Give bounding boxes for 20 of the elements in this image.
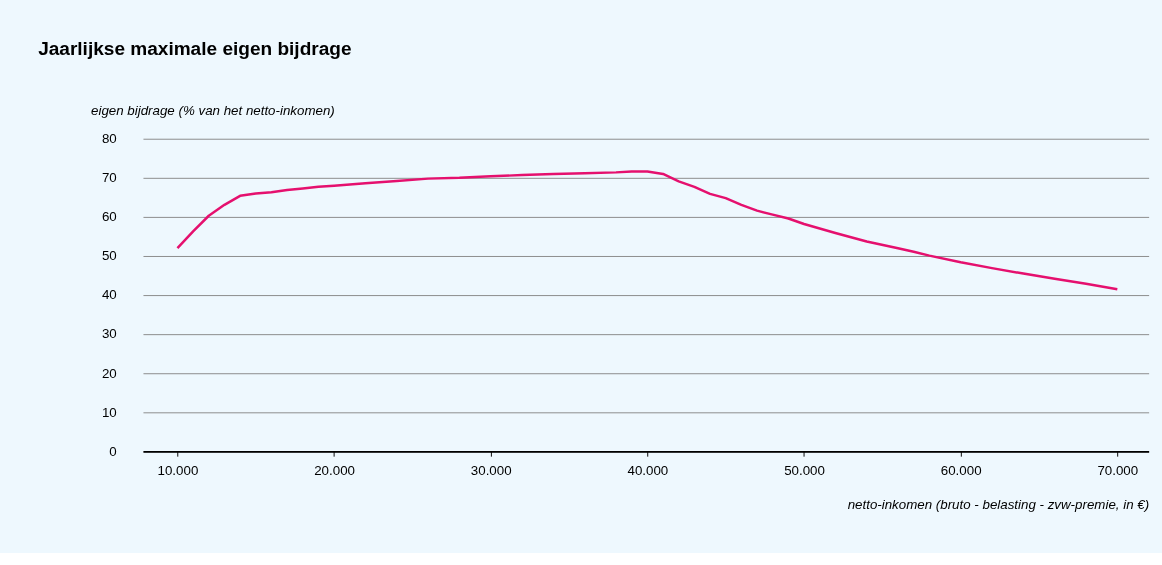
y-tick-label: 70 bbox=[101, 170, 117, 186]
y-tick-label: 80 bbox=[101, 131, 117, 147]
y-tick-label: 60 bbox=[101, 209, 117, 225]
y-tick-label: 50 bbox=[101, 248, 117, 264]
y-tick-label: 0 bbox=[109, 443, 117, 459]
x-tick-label: 50.000 bbox=[784, 462, 825, 478]
chart-title: Jaarlijkse maximale eigen bijdrage bbox=[38, 37, 352, 59]
x-tick-label: 10.000 bbox=[157, 462, 199, 478]
y-tick-label: 10 bbox=[101, 404, 117, 420]
x-tick-label: 20.000 bbox=[314, 462, 355, 478]
y-tick-label: 40 bbox=[101, 287, 117, 303]
x-tick-label: 70.000 bbox=[1097, 462, 1139, 478]
x-tick-label: 40.000 bbox=[627, 462, 669, 478]
y-tick-label: 30 bbox=[101, 326, 117, 342]
x-tick-label: 30.000 bbox=[470, 462, 512, 478]
x-tick-label: 60.000 bbox=[940, 462, 982, 478]
x-axis-title: netto-inkomen (bruto - belasting - zvw-premie, in €) bbox=[847, 497, 1150, 513]
y-axis-title: eigen bijdrage (% van het netto-inkomen) bbox=[91, 103, 335, 119]
line-series bbox=[176, 170, 1119, 291]
y-tick-label: 20 bbox=[101, 365, 117, 381]
